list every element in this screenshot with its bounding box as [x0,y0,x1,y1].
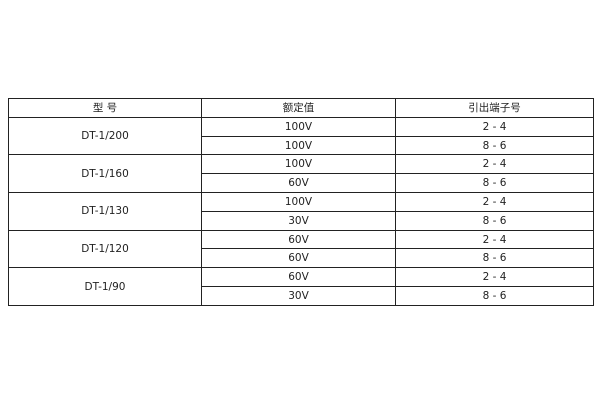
rating-cell: 60V [201,173,396,194]
terminal-cell: 2 - 4 [395,154,594,175]
header-model: 型 号 [8,98,202,118]
table-row: DT-1/200 100V 2 - 4 [8,116,594,156]
rating-cell: 30V [201,286,396,306]
terminal-cell: 8 - 6 [395,248,594,269]
specs-table: 型 号 额定值 引出端子号 DT-1/200 100V 2 - 4 100V 8 - 6… [8,98,594,306]
header-row: 型 号 额定值 引出端子号 [8,98,594,118]
rating-cell: 100V [201,154,396,175]
model-cell: DT-1/160 [8,154,202,194]
terminal-cell: 2 - 4 [395,267,594,288]
table-row: DT-1/120 60V 2 - 4 [8,229,594,269]
terminal-cell: 8 - 6 [395,286,594,306]
rating-cell: 60V [201,229,396,250]
header-terminal: 引出端子号 [395,98,594,118]
model-cell: DT-1/130 [8,192,202,231]
model-cell: DT-1/120 [8,229,202,269]
model-cell: DT-1/200 [8,116,202,156]
rating-cell: 100V [201,192,396,212]
header-rating: 额定值 [201,98,396,118]
table-row: 30V 8 - 6 [9,286,594,306]
terminal-cell: 2 - 4 [395,229,594,250]
terminal-cell: 8 - 6 [395,210,594,231]
table-body: DT-1/200 100V 2 - 4 100V 8 - 6 DT-1/160 100V 2 … [8,116,594,306]
rating-cell: 60V [201,248,396,269]
rating-cell: 60V [201,267,396,288]
terminal-cell: 2 - 4 [395,116,594,137]
table-row: 60V 8 - 6 [9,173,594,194]
model-cell: DT-1/90 [8,267,202,306]
table-row: 100V 8 - 6 [9,135,594,156]
rating-cell: 100V [201,135,396,156]
table-row: DT-1/130 100V 2 - 4 [8,192,594,231]
table-row: 30V 8 - 6 [9,210,594,231]
table-row: DT-1/90 60V 2 - 4 [8,267,594,306]
rating-cell: 100V [201,116,396,137]
terminal-cell: 8 - 6 [395,135,594,156]
rating-cell: 30V [201,210,396,231]
table-row: DT-1/160 100V 2 - 4 [8,154,594,194]
terminal-cell: 2 - 4 [395,192,594,212]
terminal-cell: 8 - 6 [395,173,594,194]
